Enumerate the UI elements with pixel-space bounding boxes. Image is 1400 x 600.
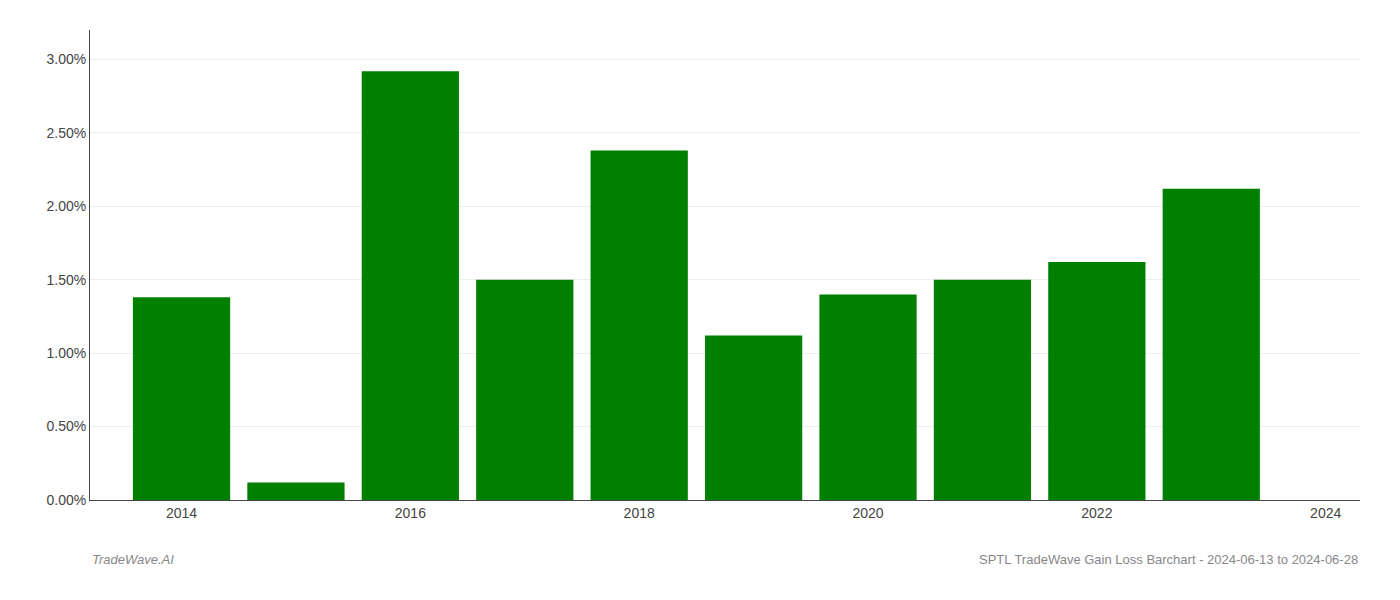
svg-text:2016: 2016 [395, 505, 426, 521]
svg-text:3.00%: 3.00% [46, 51, 86, 67]
svg-text:2.00%: 2.00% [46, 198, 86, 214]
svg-text:2020: 2020 [852, 505, 883, 521]
svg-text:2024: 2024 [1310, 505, 1341, 521]
svg-text:2.50%: 2.50% [46, 125, 86, 141]
svg-text:2018: 2018 [624, 505, 655, 521]
svg-text:SPTL TradeWave Gain Loss Barch: SPTL TradeWave Gain Loss Barchart - 2024… [979, 552, 1358, 567]
svg-text:1.50%: 1.50% [46, 272, 86, 288]
svg-text:0.50%: 0.50% [46, 418, 86, 434]
svg-text:2014: 2014 [166, 505, 197, 521]
svg-text:2022: 2022 [1081, 505, 1112, 521]
svg-text:1.00%: 1.00% [46, 345, 86, 361]
svg-text:0.00%: 0.00% [46, 492, 86, 508]
svg-text:TradeWave.AI: TradeWave.AI [92, 552, 174, 567]
